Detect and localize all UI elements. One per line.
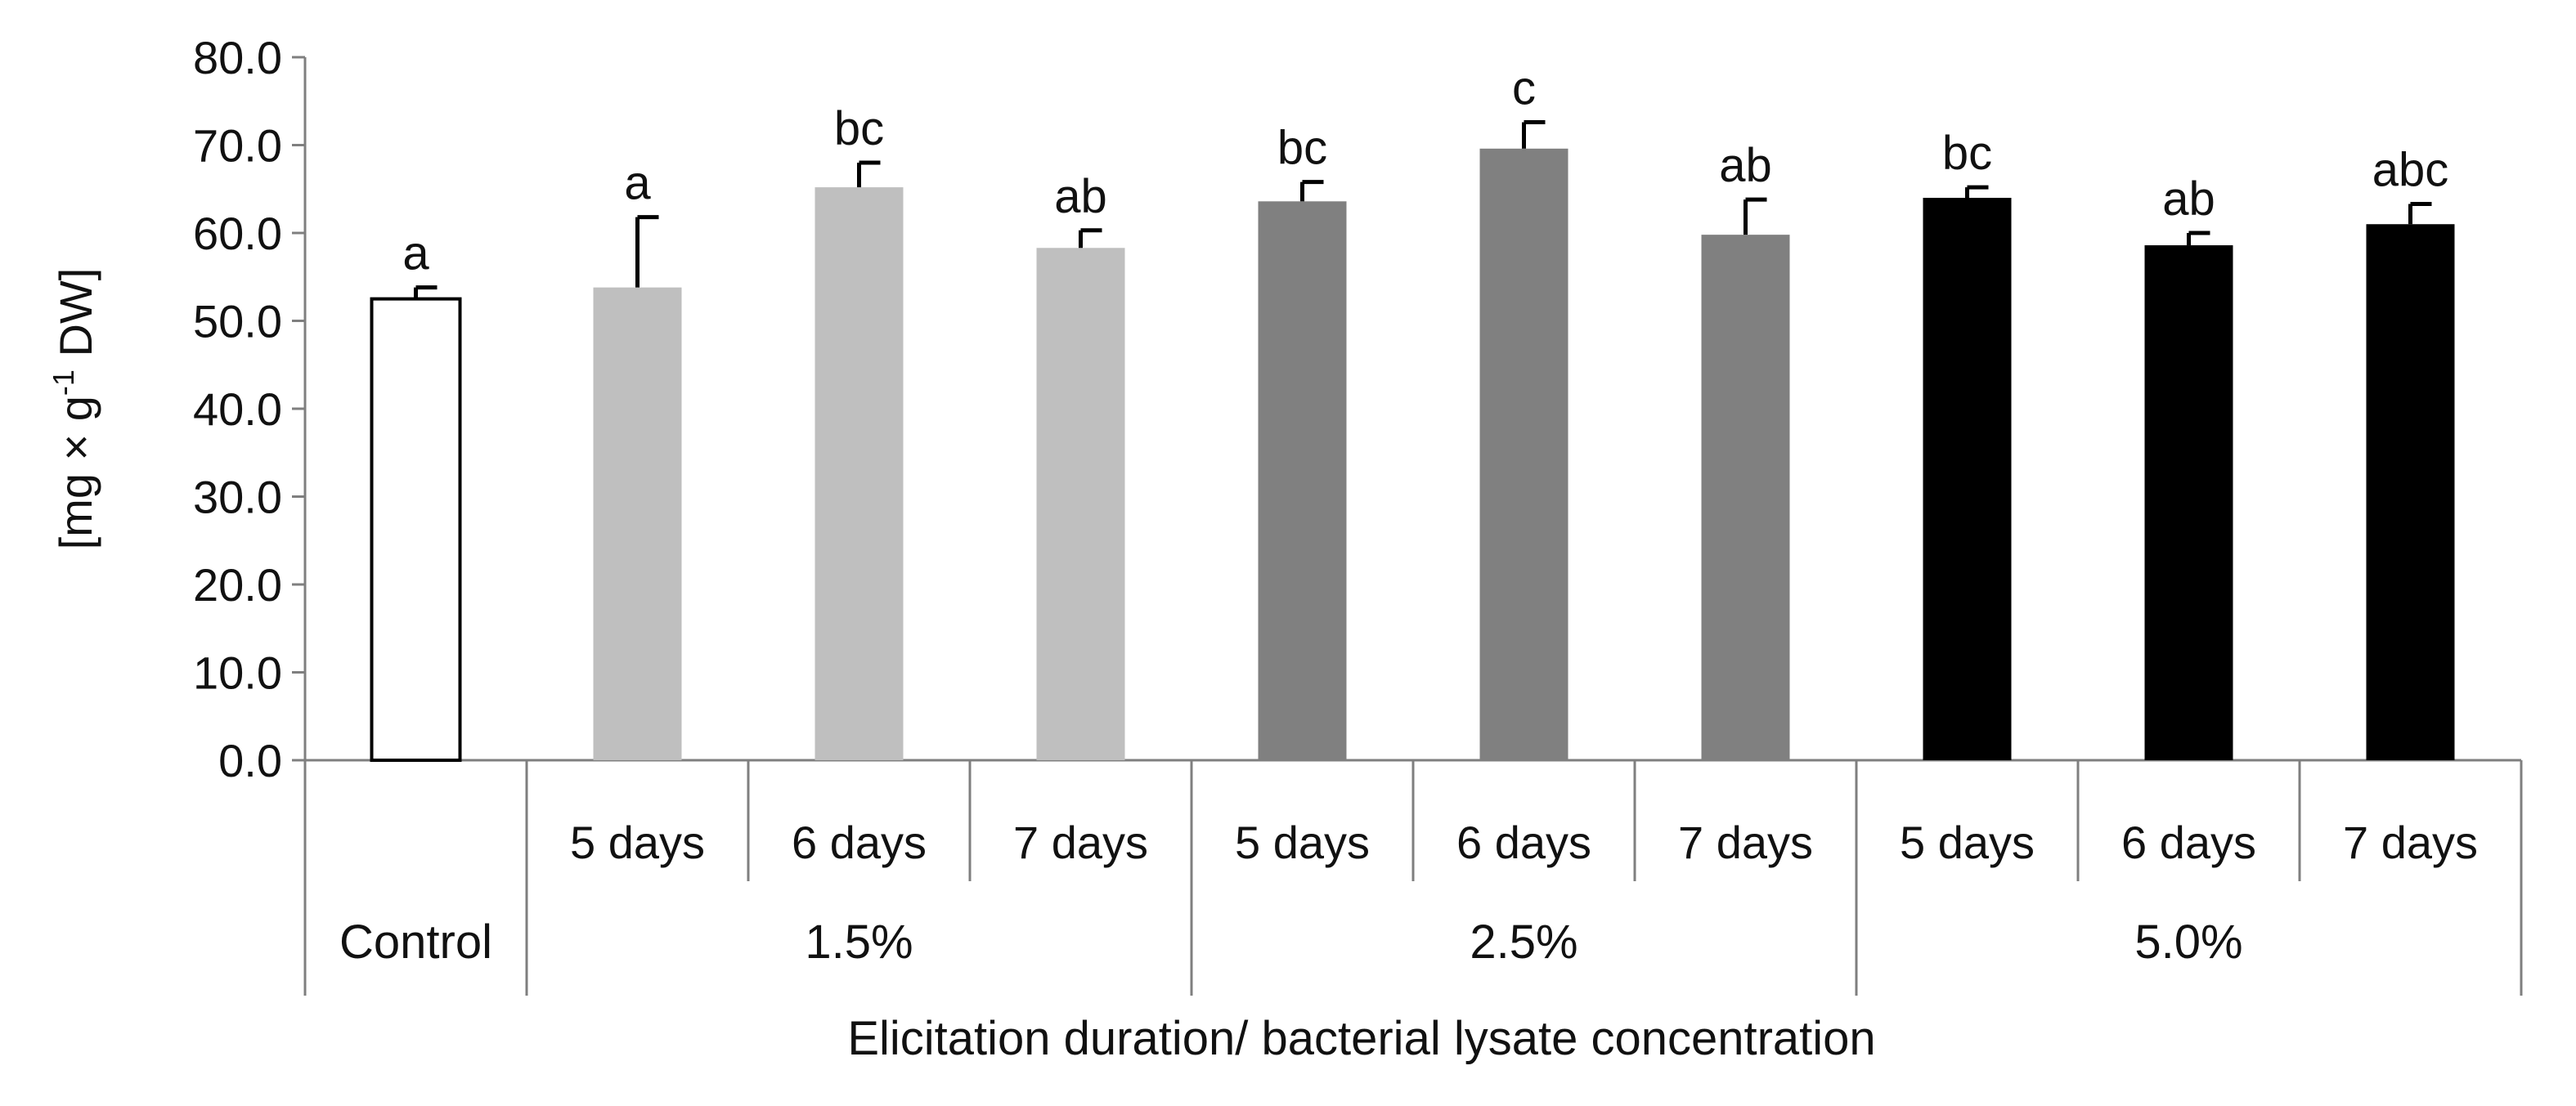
bar xyxy=(2366,224,2455,760)
bar xyxy=(1479,148,1568,761)
bar xyxy=(1923,198,2012,760)
significance-letter: abc xyxy=(2372,144,2449,197)
bar xyxy=(593,287,682,760)
x-tick-label: 5 days xyxy=(1235,817,1370,868)
y-tick-label: 80.0 xyxy=(193,32,282,83)
bar xyxy=(370,297,462,762)
y-tick-label: 10.0 xyxy=(193,647,282,699)
category-labels: 5 days 6 days 7 days 5 days 6 days 7 days 5 da… xyxy=(339,817,2478,969)
y-tick-label: 0.0 xyxy=(218,735,282,786)
significance-letter: a xyxy=(624,157,651,210)
x-tick-label: 7 days xyxy=(1013,817,1148,868)
group-label: 1.5% xyxy=(805,916,913,969)
group-label: 5.0% xyxy=(2134,916,2242,969)
x-tick-label: 7 days xyxy=(2343,817,2478,868)
significance-letter: c xyxy=(1512,62,1536,115)
y-tick-label: 40.0 xyxy=(193,383,282,435)
x-tick-label: 5 days xyxy=(570,817,705,868)
significance-letter: ab xyxy=(1054,170,1107,223)
x-tick-label: 7 days xyxy=(1678,817,1813,868)
x-tick-label: 6 days xyxy=(792,817,927,868)
y-axis-label: [mg × g-1 DW] xyxy=(47,268,101,550)
significance-letter: ab xyxy=(1719,139,1772,192)
bar xyxy=(815,187,904,761)
bar xyxy=(1701,235,1790,760)
group-label: 2.5% xyxy=(1470,916,1577,969)
y-tick-label: 30.0 xyxy=(193,472,282,523)
y-tick-label: 50.0 xyxy=(193,296,282,347)
significance-letter: bc xyxy=(834,102,884,155)
y-tick-label: 20.0 xyxy=(193,559,282,611)
significance-letter: bc xyxy=(1277,122,1327,175)
bar xyxy=(2144,245,2233,760)
significance-letter: ab xyxy=(2162,172,2215,226)
significance-letter: bc xyxy=(1942,127,1992,180)
bar xyxy=(1258,201,1347,761)
x-axis-label: Elicitation duration/ bacterial lysate c… xyxy=(847,1012,1875,1065)
significance-letter: a xyxy=(402,227,429,280)
x-tick-label: 6 days xyxy=(2121,817,2256,868)
y-tick-label: 60.0 xyxy=(193,208,282,259)
bar xyxy=(1036,248,1125,760)
group-label: Control xyxy=(339,916,492,969)
x-tick-label: 6 days xyxy=(1456,817,1591,868)
y-tick-label: 70.0 xyxy=(193,120,282,172)
x-tick-label: 5 days xyxy=(1900,817,2035,868)
